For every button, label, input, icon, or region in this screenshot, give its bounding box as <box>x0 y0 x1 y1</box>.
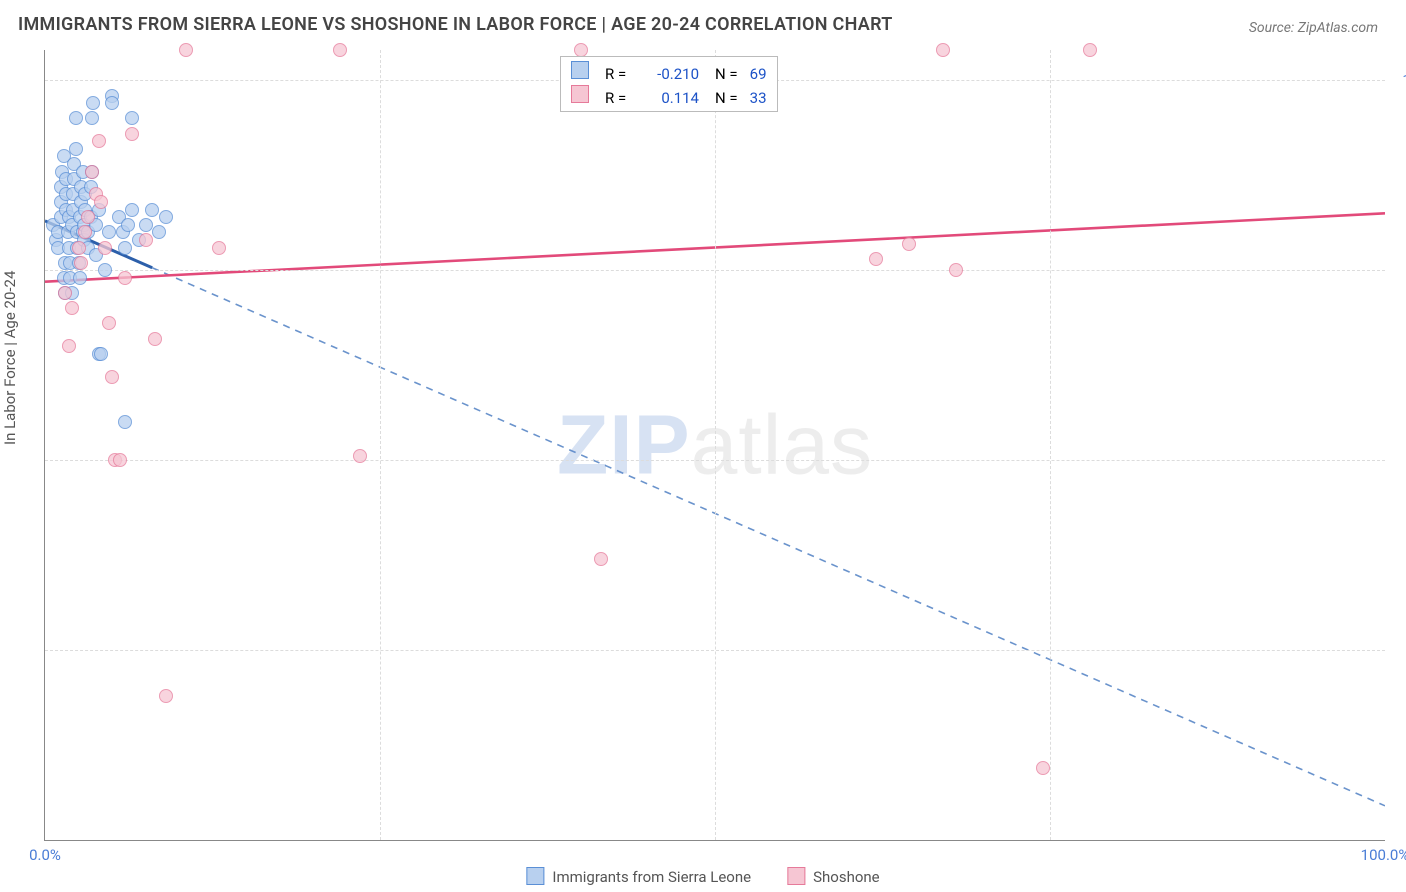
scatter-point-shoshone <box>574 43 588 57</box>
scatter-point-shoshone <box>949 263 963 277</box>
scatter-point-sierra_leone <box>73 271 87 285</box>
swatch-icon <box>571 85 589 103</box>
correlation-row-sierra_leone: R = -0.210 N = 69 <box>571 61 767 85</box>
scatter-point-shoshone <box>62 339 76 353</box>
scatter-point-shoshone <box>148 332 162 346</box>
scatter-point-sierra_leone <box>118 241 132 255</box>
r-value: 0.114 <box>641 87 699 109</box>
swatch-icon <box>787 867 805 885</box>
scatter-point-shoshone <box>869 252 883 266</box>
scatter-point-sierra_leone <box>125 111 139 125</box>
x-tick-label: 100.0% <box>1361 846 1406 864</box>
series-legend: Immigrants from Sierra Leone Shoshone <box>526 867 879 886</box>
trend-line-dash-sierra_leone <box>152 268 1385 806</box>
scatter-point-shoshone <box>92 134 106 148</box>
y-tick-label: 100.0% <box>1391 71 1406 89</box>
scatter-point-shoshone <box>125 127 139 141</box>
scatter-chart: ZIPatlas 25.0%50.0%75.0%100.0%0.0%100.0% <box>44 50 1385 841</box>
y-tick-label: 50.0% <box>1391 451 1406 469</box>
scatter-point-sierra_leone <box>102 225 116 239</box>
correlation-row-shoshone: R = 0.114 N = 33 <box>571 85 767 109</box>
scatter-point-sierra_leone <box>94 347 108 361</box>
correlation-legend: R = -0.210 N = 69 R = 0.114 N = 33 <box>560 56 778 112</box>
legend-label: Shoshone <box>813 868 880 886</box>
scatter-point-shoshone <box>333 43 347 57</box>
scatter-point-sierra_leone <box>69 142 83 156</box>
scatter-point-shoshone <box>179 43 193 57</box>
scatter-point-sierra_leone <box>69 111 83 125</box>
scatter-point-shoshone <box>113 453 127 467</box>
scatter-point-shoshone <box>105 370 119 384</box>
scatter-point-shoshone <box>98 241 112 255</box>
scatter-point-shoshone <box>1083 43 1097 57</box>
scatter-point-shoshone <box>58 286 72 300</box>
y-axis-label: In Labor Force | Age 20-24 <box>1 271 19 445</box>
n-label: N = <box>715 87 738 109</box>
scatter-point-shoshone <box>78 225 92 239</box>
legend-item-sierra_leone: Immigrants from Sierra Leone <box>526 867 751 886</box>
scatter-point-sierra_leone <box>125 203 139 217</box>
swatch-icon <box>571 61 589 79</box>
scatter-point-shoshone <box>85 165 99 179</box>
scatter-point-shoshone <box>81 210 95 224</box>
chart-title: IMMIGRANTS FROM SIERRA LEONE VS SHOSHONE… <box>18 14 893 35</box>
r-value: -0.210 <box>641 63 699 85</box>
y-tick-label: 75.0% <box>1391 261 1406 279</box>
r-label: R = <box>605 87 633 109</box>
watermark-zip: ZIP <box>557 398 691 492</box>
scatter-point-sierra_leone <box>139 218 153 232</box>
scatter-point-shoshone <box>902 237 916 251</box>
scatter-point-shoshone <box>212 241 226 255</box>
n-value: 33 <box>750 87 767 109</box>
scatter-point-sierra_leone <box>86 96 100 110</box>
x-tick-label: 0.0% <box>29 846 61 864</box>
gridline-v <box>715 50 716 840</box>
n-label: N = <box>715 63 738 85</box>
scatter-point-shoshone <box>139 233 153 247</box>
scatter-point-sierra_leone <box>145 203 159 217</box>
n-value: 69 <box>750 63 767 85</box>
source-prefix: Source: <box>1249 20 1298 36</box>
scatter-point-shoshone <box>74 256 88 270</box>
scatter-point-shoshone <box>118 271 132 285</box>
scatter-point-shoshone <box>102 316 116 330</box>
scatter-point-shoshone <box>94 195 108 209</box>
scatter-point-shoshone <box>936 43 950 57</box>
gridline-v <box>1050 50 1051 840</box>
scatter-point-shoshone <box>1036 761 1050 775</box>
watermark-atlas: atlas <box>691 398 873 492</box>
scatter-point-sierra_leone <box>85 111 99 125</box>
y-tick-label: 25.0% <box>1391 641 1406 659</box>
scatter-point-sierra_leone <box>98 263 112 277</box>
legend-item-shoshone: Shoshone <box>787 867 880 886</box>
scatter-point-shoshone <box>72 241 86 255</box>
source-credit: Source: ZipAtlas.com <box>1249 20 1378 36</box>
scatter-point-shoshone <box>353 449 367 463</box>
scatter-point-sierra_leone <box>105 96 119 110</box>
scatter-point-sierra_leone <box>152 225 166 239</box>
scatter-point-sierra_leone <box>121 218 135 232</box>
gridline-v <box>380 50 381 840</box>
r-label: R = <box>605 63 633 85</box>
legend-label: Immigrants from Sierra Leone <box>552 868 751 886</box>
scatter-point-sierra_leone <box>118 415 132 429</box>
scatter-point-shoshone <box>159 689 173 703</box>
swatch-icon <box>526 867 544 885</box>
scatter-point-sierra_leone <box>159 210 173 224</box>
scatter-point-shoshone <box>65 301 79 315</box>
source-name: ZipAtlas.com <box>1298 20 1378 36</box>
scatter-point-shoshone <box>594 552 608 566</box>
